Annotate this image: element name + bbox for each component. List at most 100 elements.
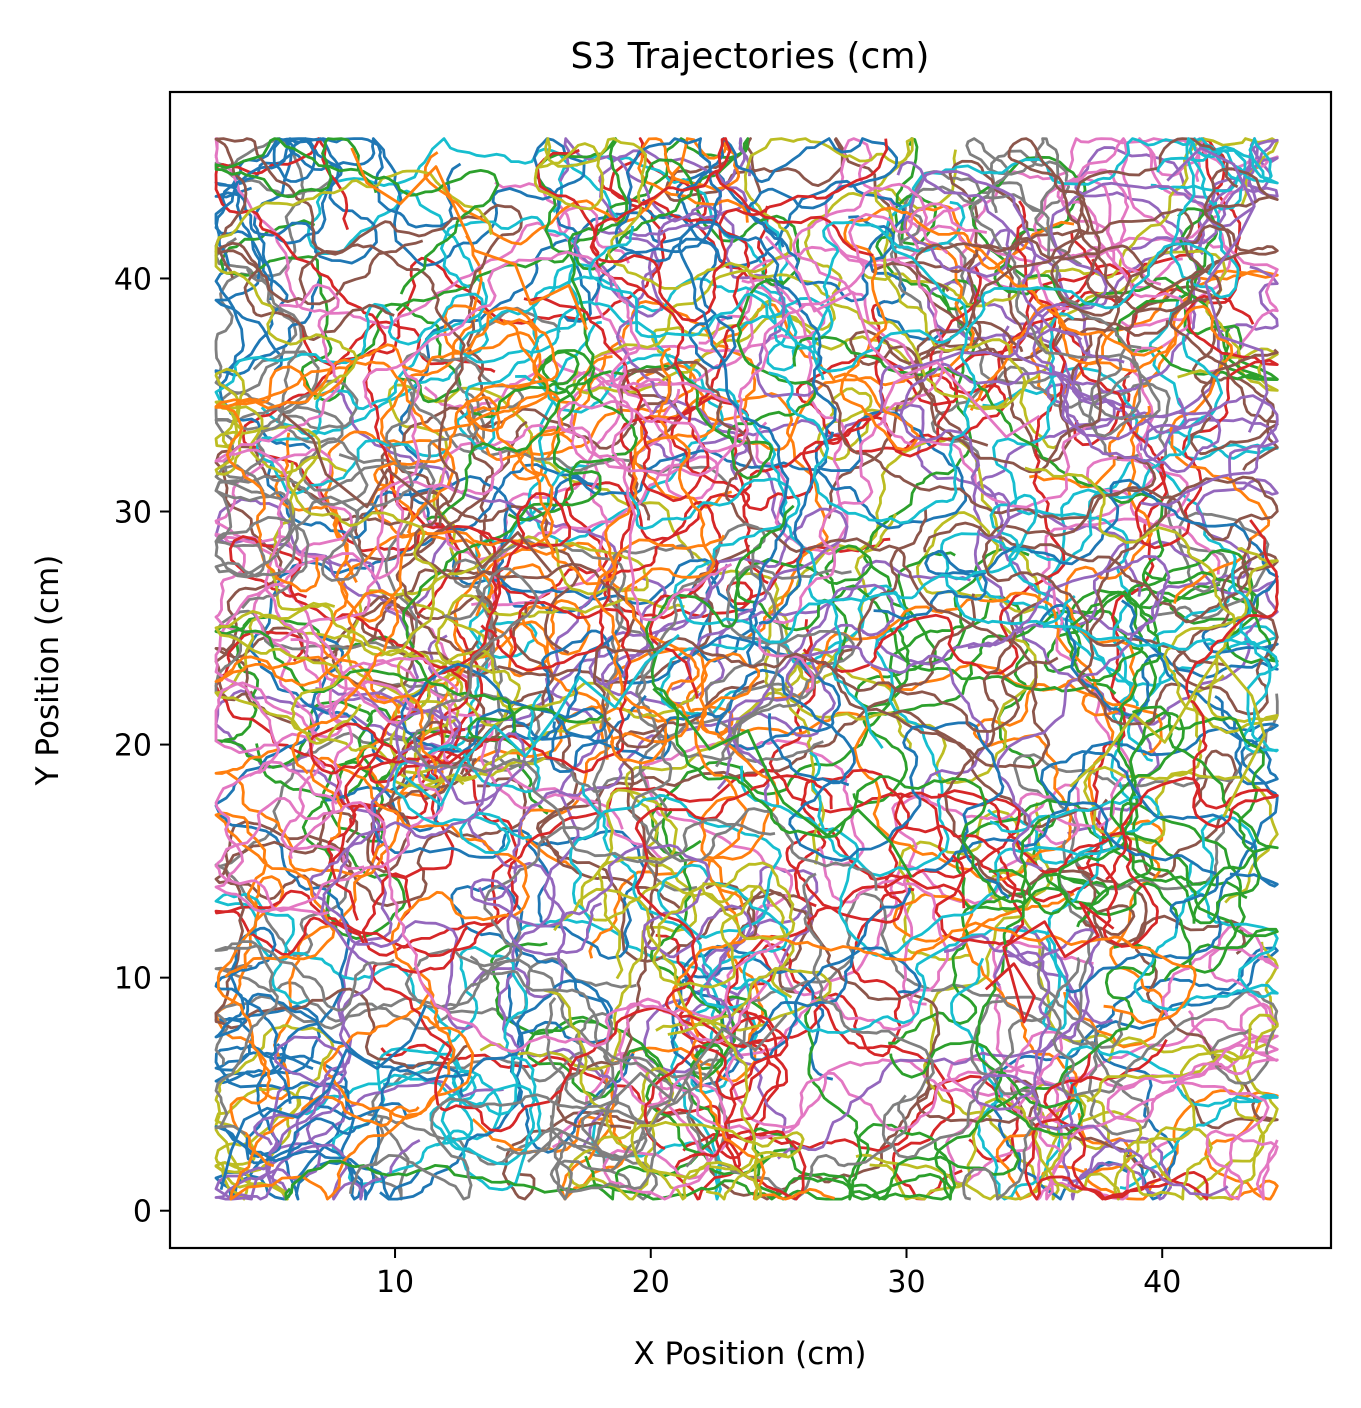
trajectory-line bbox=[479, 691, 826, 1071]
trajectory-line bbox=[214, 811, 336, 1168]
trajectory-line bbox=[888, 798, 1196, 1045]
x-axis: 10 20 30 40 bbox=[376, 1248, 1181, 1300]
trajectory-line bbox=[792, 335, 1165, 928]
trajectory-line bbox=[402, 349, 638, 649]
trajectory-line bbox=[214, 137, 500, 295]
trajectory-line bbox=[300, 1047, 503, 1186]
trajectory-line bbox=[644, 504, 1026, 906]
x-tick-label: 40 bbox=[1143, 1265, 1181, 1300]
trajectory-line bbox=[214, 137, 637, 644]
trajectory-line bbox=[214, 634, 409, 1158]
trajectory-line bbox=[1101, 924, 1279, 1091]
trajectory-series-line bbox=[350, 147, 589, 331]
trajectory-line bbox=[1037, 455, 1221, 829]
y-tick-label: 10 bbox=[114, 962, 152, 997]
trajectory-line bbox=[214, 283, 412, 725]
trajectory-line bbox=[533, 137, 1010, 409]
trajectory-line bbox=[214, 137, 499, 616]
trajectory-line bbox=[572, 313, 923, 462]
trajectory-line bbox=[541, 629, 841, 751]
y-axis: 0 10 20 30 40 bbox=[114, 262, 170, 1230]
trajectory-line bbox=[382, 946, 542, 1166]
trajectory-line bbox=[1016, 200, 1279, 550]
trajectory-line bbox=[871, 208, 1279, 456]
trajectory-line bbox=[308, 687, 474, 1031]
trajectory-line bbox=[543, 988, 788, 1201]
trajectory-line bbox=[968, 155, 1279, 381]
trajectory-line bbox=[588, 507, 849, 691]
trajectory-line bbox=[214, 397, 479, 548]
trajectory-line bbox=[804, 379, 1279, 667]
trajectory-line bbox=[214, 391, 415, 582]
trajectory-series-line bbox=[219, 1005, 427, 1191]
trajectory-line bbox=[361, 659, 667, 861]
x-tick-label: 10 bbox=[376, 1265, 414, 1300]
trajectory-line bbox=[788, 721, 1010, 900]
trajectory-line bbox=[630, 1019, 805, 1201]
trajectory-line bbox=[214, 797, 768, 1053]
trajectory-line bbox=[924, 603, 1279, 872]
trajectory-line bbox=[943, 601, 1246, 955]
trajectory-line bbox=[229, 1015, 474, 1201]
trajectory-line bbox=[274, 430, 456, 714]
trajectory-line bbox=[1009, 925, 1172, 1201]
plot-frame bbox=[168, 90, 1333, 1250]
trajectory-line bbox=[671, 921, 1197, 1201]
trajectory-line bbox=[553, 887, 832, 1032]
trajectory-line bbox=[214, 810, 470, 1070]
trajectory-line bbox=[641, 179, 947, 341]
trajectory-line bbox=[490, 942, 719, 1201]
trajectory-line bbox=[970, 950, 1229, 1197]
trajectory-line bbox=[1133, 814, 1279, 1012]
trajectory-line bbox=[1069, 1043, 1279, 1201]
trajectory-line bbox=[1036, 839, 1150, 1136]
trajectory-series-line bbox=[527, 1013, 788, 1163]
trajectory-line bbox=[992, 312, 1139, 707]
trajectory-series-line bbox=[984, 901, 1115, 1024]
trajectory-line bbox=[412, 567, 776, 865]
trajectory-line bbox=[459, 263, 884, 749]
trajectory-series-line bbox=[1069, 654, 1266, 818]
trajectory-line bbox=[214, 445, 580, 702]
trajectory-line bbox=[855, 1097, 1143, 1201]
trajectory-line bbox=[581, 784, 1103, 1035]
trajectory-line bbox=[402, 306, 729, 485]
trajectory-line bbox=[852, 609, 1158, 806]
trajectory-line bbox=[389, 649, 700, 790]
trajectory-line bbox=[548, 668, 856, 785]
trajectory-line bbox=[1086, 1013, 1279, 1201]
trajectory-line bbox=[214, 618, 605, 743]
trajectory-line bbox=[309, 756, 530, 1120]
trajectory-line bbox=[768, 242, 1215, 525]
trajectory-line bbox=[896, 160, 1125, 364]
trajectory-line bbox=[480, 500, 723, 699]
trajectory-series-line bbox=[1166, 146, 1269, 433]
trajectory-series-line bbox=[652, 687, 913, 879]
trajectory-line bbox=[1156, 137, 1279, 299]
trajectory-line bbox=[1044, 458, 1279, 763]
trajectory-line bbox=[1024, 466, 1279, 734]
trajectory-line bbox=[214, 462, 438, 745]
trajectory-line bbox=[588, 221, 969, 381]
trajectory-line bbox=[899, 362, 1188, 540]
trajectory-line bbox=[726, 564, 855, 763]
chart-title: S3 Trajectories (cm) bbox=[571, 36, 930, 77]
trajectory-line bbox=[214, 892, 536, 1192]
trajectory-line bbox=[309, 601, 632, 775]
trajectory-line bbox=[589, 137, 889, 323]
trajectory-line bbox=[625, 477, 1047, 644]
trajectory-line bbox=[748, 887, 922, 1062]
trajectory-line bbox=[478, 583, 896, 901]
trajectory-line bbox=[214, 497, 448, 697]
trajectory-line bbox=[508, 409, 968, 530]
trajectory-series-line bbox=[404, 633, 680, 807]
trajectory-line bbox=[652, 861, 796, 989]
trajectory-line bbox=[214, 306, 560, 593]
trajectory-line bbox=[362, 250, 739, 477]
trajectory-line bbox=[1105, 519, 1279, 881]
x-axis-label: X Position (cm) bbox=[633, 1336, 866, 1372]
trajectory-line bbox=[988, 711, 1279, 982]
trajectory-line bbox=[330, 492, 572, 921]
trajectory-line bbox=[284, 1145, 1020, 1201]
